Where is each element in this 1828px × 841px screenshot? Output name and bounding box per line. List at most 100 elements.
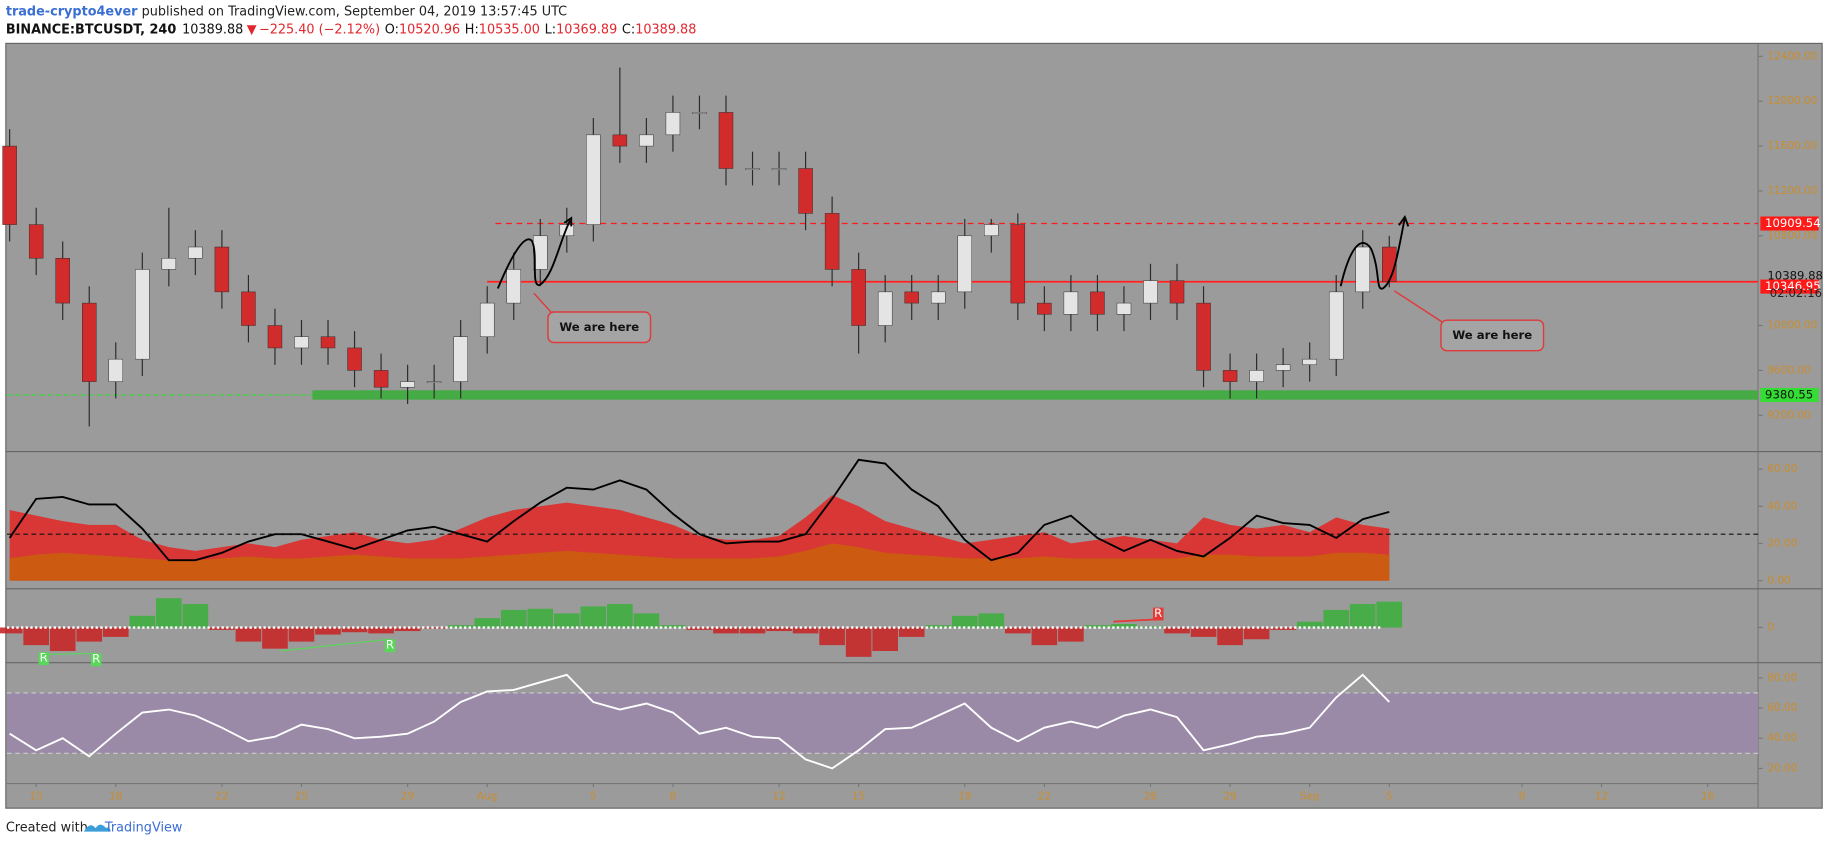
histogram-bar: [500, 609, 527, 628]
histogram-bar: [1005, 627, 1031, 634]
candle-body: [1355, 246, 1370, 293]
candle-body: [665, 112, 681, 136]
divergence-marker: [384, 639, 396, 653]
y-tick-label: 40.00: [1767, 500, 1797, 512]
histogram-bar: [368, 627, 394, 634]
histogram-bar: [49, 627, 76, 651]
candle-body: [108, 358, 124, 382]
y-tick-label: 10800.00: [1767, 230, 1817, 242]
c-label: C:: [622, 22, 635, 37]
histogram-bar: [1190, 627, 1217, 637]
candle-body: [1302, 358, 1317, 366]
histogram-bar: [1376, 601, 1403, 628]
histogram-bar: [607, 604, 633, 628]
y-tick-label: 11600.00: [1767, 140, 1817, 152]
callout-text: We are here: [1452, 328, 1532, 342]
divergence-line: [43, 652, 96, 656]
histogram-bar: [553, 613, 580, 628]
candle-body: [161, 257, 177, 270]
callout-box: [547, 311, 652, 344]
histogram-bar: [1270, 627, 1296, 630]
candle-body: [1090, 291, 1105, 315]
oscillator-line: [9, 673, 1390, 770]
y-tick-label: 11200.00: [1767, 185, 1817, 197]
candle-body: [188, 246, 203, 259]
y-tick-label: 60.00: [1767, 463, 1797, 475]
oscillator-area: [9, 543, 1390, 581]
x-tick-label: 5: [1386, 790, 1393, 802]
arrow-head: [563, 216, 573, 227]
candle-body: [612, 134, 628, 147]
x-tick-label: 9: [1519, 790, 1526, 802]
y-tick-label: 20.00: [1767, 537, 1797, 549]
arrow: ▼: [247, 22, 257, 37]
x-tick-label: 22: [1038, 790, 1051, 802]
histogram-bar: [739, 627, 766, 634]
candle-body: [373, 370, 389, 388]
candle-body: [426, 381, 442, 384]
histogram-bar: [1323, 609, 1350, 628]
pivot-zone: [487, 281, 1759, 283]
candle-body: [82, 302, 97, 382]
x-tick-label: 29: [401, 790, 414, 802]
y-tick-label: 0.00: [1767, 575, 1790, 587]
candle-body: [824, 213, 840, 270]
histogram-bar: [156, 598, 182, 628]
change: −225.40 (−2.12%): [259, 22, 380, 37]
x-tick-label: 18: [109, 790, 122, 802]
histogram-bar: [978, 613, 1005, 628]
x-tick-label: 12: [1595, 790, 1608, 802]
x-tick-label: 15: [30, 790, 43, 802]
y-tick-label: 10000.00: [1767, 320, 1817, 332]
histogram-bar: [845, 627, 872, 657]
rsi-band: [6, 692, 1759, 754]
author[interactable]: trade-crypto4ever: [6, 4, 138, 19]
histogram-bar: [660, 625, 686, 628]
price-label: 9380.55: [1765, 387, 1813, 401]
y-tick-label: 40.00: [1767, 732, 1797, 744]
candle-body: [1222, 370, 1238, 382]
candle-body: [1063, 291, 1079, 315]
candle-body: [639, 134, 654, 147]
histogram-bar: [235, 627, 262, 642]
candle-body: [957, 235, 972, 293]
candle-body: [506, 269, 521, 304]
y-tick-label: 12000.00: [1767, 95, 1817, 107]
x-tick-label: 16: [1701, 790, 1715, 802]
arrow-path: [1339, 217, 1406, 290]
candle-body: [1328, 291, 1344, 360]
histogram-bar: [1296, 621, 1323, 628]
header-line-1: trade-crypto4ever published on TradingVi…: [6, 4, 567, 19]
divergence-marker: [90, 653, 102, 667]
histogram-bar: [102, 627, 129, 637]
callout-pointer: [1393, 290, 1451, 328]
candle-body: [1169, 280, 1185, 304]
last-price: 10389.88: [182, 22, 243, 37]
candle-body: [771, 168, 787, 170]
candle-body: [453, 336, 468, 382]
price-label-box: [1760, 279, 1819, 294]
histogram-bar: [527, 608, 554, 628]
histogram-bar: [686, 627, 713, 630]
histogram-bar: [315, 627, 341, 635]
footer-brand[interactable]: TradingView: [104, 821, 182, 836]
histogram-bar: [819, 627, 845, 646]
y-tick-label: 20.00: [1767, 762, 1797, 774]
o-label: O:: [385, 22, 399, 37]
candle-body: [1010, 224, 1026, 304]
candle-body: [135, 269, 150, 360]
open: 10520.96: [399, 22, 460, 37]
x-tick-label: Sep: [1300, 790, 1320, 802]
header-line-2: BINANCE:BTCUSDT, 240 10389.88 ▼ −225.40 (−2…: [6, 22, 697, 37]
candle-body: [479, 302, 495, 337]
x-tick-label: Aug: [477, 790, 497, 802]
close: 10389.88: [635, 22, 696, 37]
candle-body: [931, 291, 946, 304]
y-tick-label: 0: [1767, 622, 1774, 634]
histogram-bar: [1031, 627, 1058, 646]
candle-body: [851, 269, 866, 326]
candle-body: [718, 112, 734, 169]
histogram-bar: [1058, 627, 1084, 642]
candle-body: [1037, 302, 1052, 315]
chart-background: [5, 42, 1823, 809]
